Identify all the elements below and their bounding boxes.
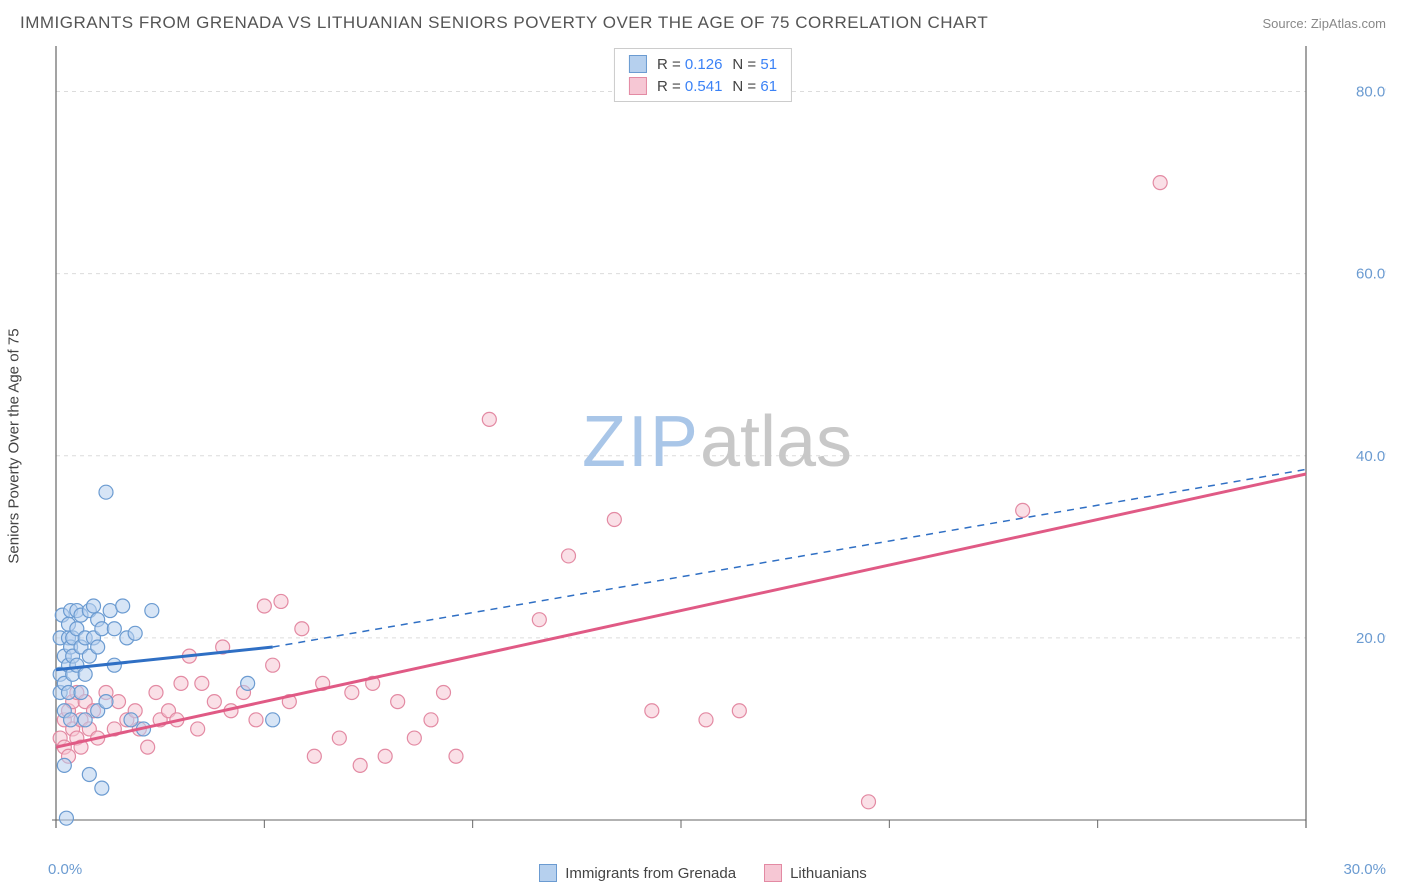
stat-r-a: R = 0.126 <box>657 56 722 73</box>
series-legend: Immigrants from Grenada Lithuanians <box>0 864 1406 882</box>
swatch-lithuanians-icon <box>764 864 782 882</box>
swatch-lithuanians <box>629 77 647 95</box>
y-axis-label: Seniors Poverty Over the Age of 75 <box>6 328 23 563</box>
scatter-chart: 20.0% 40.0% 60.0% 80.0% <box>48 46 1386 846</box>
svg-text:20.0%: 20.0% <box>1356 630 1386 647</box>
swatch-grenada <box>629 55 647 73</box>
legend-item-grenada: Immigrants from Grenada <box>539 864 736 882</box>
stat-n-b: N = 61 <box>732 78 777 95</box>
svg-text:40.0%: 40.0% <box>1356 448 1386 465</box>
source-label: Source: ZipAtlas.com <box>1262 16 1386 31</box>
legend-label-lithuanians: Lithuanians <box>790 865 867 882</box>
svg-text:80.0%: 80.0% <box>1356 84 1386 101</box>
stat-r-b: R = 0.541 <box>657 78 722 95</box>
chart-title: IMMIGRANTS FROM GRENADA VS LITHUANIAN SE… <box>20 13 988 33</box>
legend-label-grenada: Immigrants from Grenada <box>565 865 736 882</box>
svg-text:60.0%: 60.0% <box>1356 266 1386 283</box>
chart-area: 20.0%40.0%60.0%80.0% ZIPatlas <box>48 46 1386 846</box>
legend-item-lithuanians: Lithuanians <box>764 864 867 882</box>
swatch-grenada-icon <box>539 864 557 882</box>
correlation-legend: R = 0.126 N = 51 R = 0.541 N = 61 <box>614 48 792 102</box>
correlation-row-b: R = 0.541 N = 61 <box>629 75 777 97</box>
correlation-row-a: R = 0.126 N = 51 <box>629 53 777 75</box>
stat-n-a: N = 51 <box>732 56 777 73</box>
